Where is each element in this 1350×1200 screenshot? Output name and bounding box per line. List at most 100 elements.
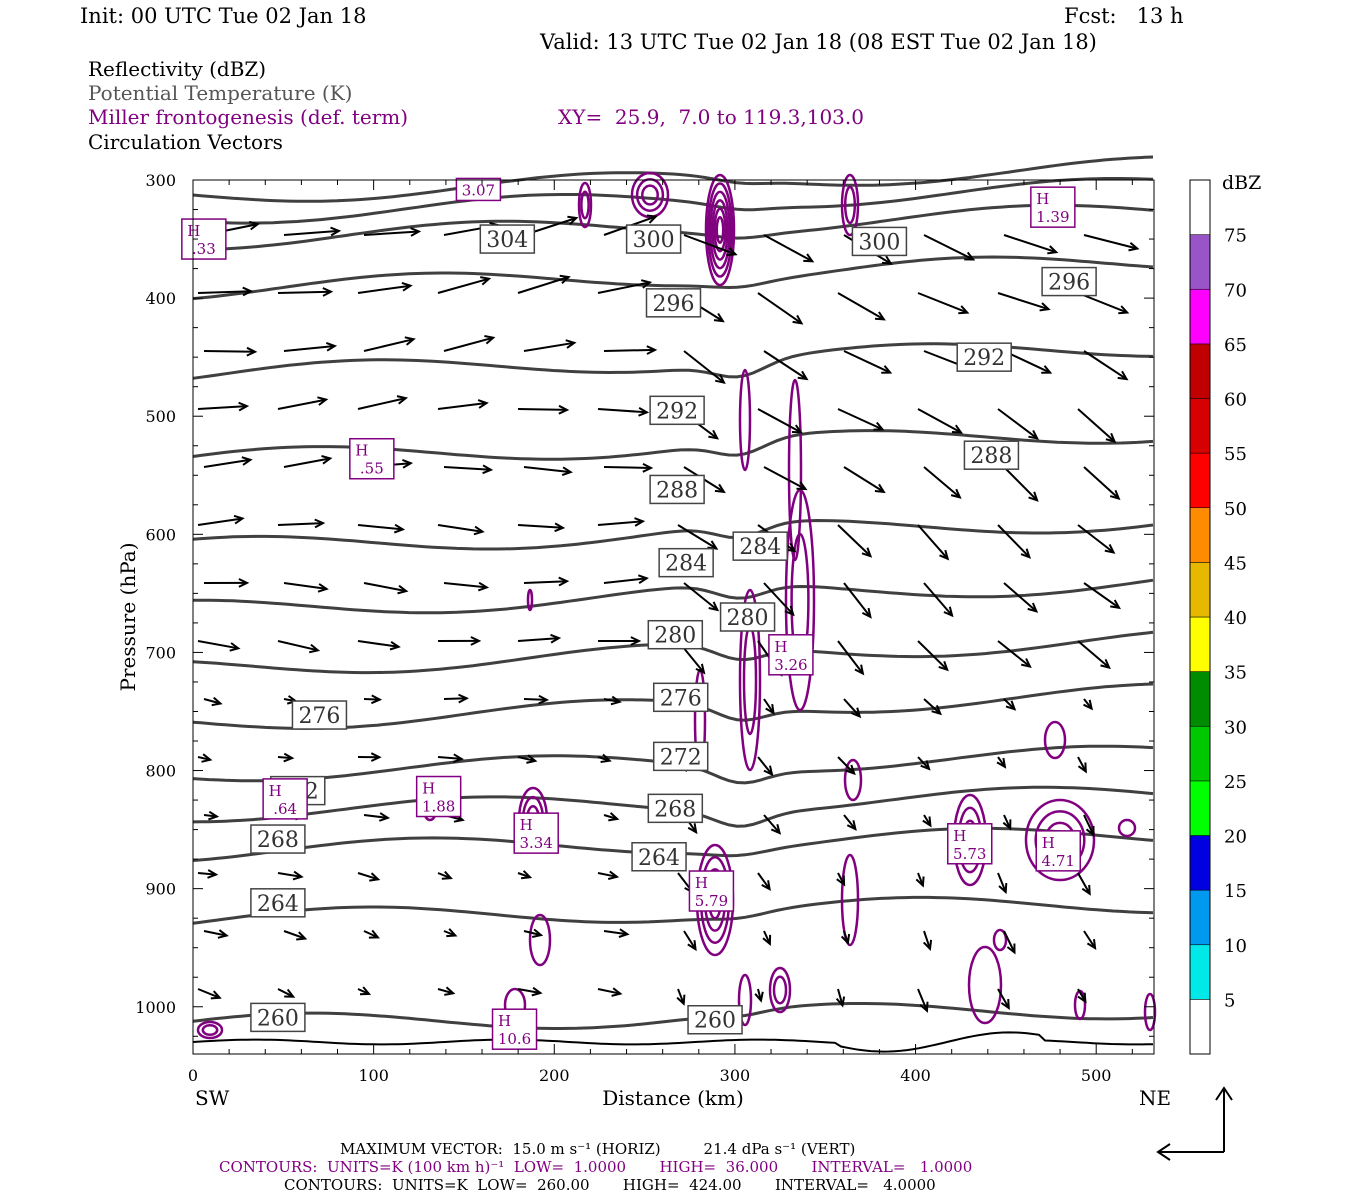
circulation-vector — [437, 753, 464, 764]
circulation-vector — [996, 756, 1007, 769]
circulation-vector — [203, 696, 223, 707]
theta-label-text: 264 — [638, 846, 680, 871]
theta-label: 284 — [658, 547, 714, 578]
x-tick-label: 300 — [720, 1066, 751, 1085]
circulation-vector — [1083, 814, 1095, 837]
circulation-vector — [683, 234, 738, 257]
circulation-vector — [363, 694, 383, 705]
frontogenesis-max-value: 3.26 — [774, 656, 807, 674]
frontogenesis-contour — [772, 975, 788, 1005]
frontogenesis-max-label: H4.71 — [1035, 830, 1082, 872]
circulation-vector — [757, 408, 804, 434]
circulation-vector — [523, 339, 577, 352]
circulation-vector — [603, 345, 658, 355]
theta-labels: 304 300 300 296 296 292 292 288 288 284 284 280 280 2… — [250, 224, 1097, 1035]
circulation-vector — [357, 986, 372, 996]
circulation-vector — [197, 640, 241, 652]
circulation-vector — [203, 929, 229, 939]
circulation-vector — [363, 812, 391, 822]
colorbar-level-label: 50 — [1224, 499, 1247, 520]
theta-label-text: 296 — [1048, 271, 1090, 296]
frontogenesis-contour — [196, 1020, 224, 1040]
colorbar-level-label: 45 — [1224, 553, 1247, 574]
circulation-vector — [843, 466, 886, 494]
circulation-vector — [997, 988, 1010, 1010]
colorbar-level-label: 35 — [1224, 663, 1247, 684]
xy-range: XY= 25.9, 7.0 to 119.3,103.0 — [558, 105, 864, 129]
colorbar-level-label: 15 — [1224, 881, 1247, 902]
frontogenesis-max-value: 10.6 — [498, 1030, 531, 1048]
colorbar-swatch — [1189, 452, 1211, 508]
frontogenesis-contour — [738, 368, 752, 472]
theta-label-text: 300 — [633, 228, 675, 253]
frontogenesis-contour — [528, 913, 552, 967]
theta-label-text: 280 — [654, 624, 696, 649]
frontogenesis-contour — [843, 758, 863, 802]
frontogenesis-max-label: H.33 — [181, 218, 227, 260]
sw-label: SW — [195, 1086, 230, 1110]
colorbar-swatch — [1189, 671, 1211, 727]
circulation-vector — [203, 578, 250, 588]
frontogenesis-max-label: H5.79 — [688, 870, 735, 912]
circulation-vector — [517, 404, 570, 415]
circulation-vector — [917, 408, 964, 434]
theta-contour-line — [192, 155, 1154, 203]
frontogenesis-contour — [768, 966, 792, 1014]
circulation-vector — [603, 812, 620, 822]
theta-label: 280 — [647, 619, 704, 650]
frontogenesis-contour — [784, 488, 816, 712]
colorbar-swatch — [1189, 289, 1211, 345]
x-tick-label: 100 — [358, 1066, 389, 1085]
circulation-vector — [437, 986, 456, 996]
colorbar-level-label: 25 — [1224, 772, 1247, 793]
theta-label: 264 — [631, 842, 687, 872]
circulation-vector — [357, 640, 401, 651]
theta-label: 284 — [732, 531, 788, 561]
circulation-vector — [917, 640, 949, 672]
circulation-vector — [1077, 524, 1116, 554]
circulation-vector — [603, 928, 630, 938]
circulation-vector — [517, 870, 533, 880]
frontogenesis-max-letter: H — [355, 442, 368, 460]
circulation-vector — [763, 698, 775, 715]
colorbar-swatch — [1189, 179, 1211, 235]
frontogenesis-max-label: H3.34 — [513, 812, 559, 854]
frontogenesis-max-letter: H — [269, 782, 282, 800]
circulation-vector — [763, 466, 808, 491]
colorbar: 5 10 15 20 25 30 35 40 45 50 55 60 65 70 75 dBZ — [1189, 172, 1261, 1055]
colorbar-level-label: 10 — [1224, 936, 1247, 957]
frontogenesis-contour — [840, 173, 860, 237]
circulation-vector — [277, 988, 296, 998]
circulation-vector — [763, 582, 795, 617]
colorbar-swatch — [1189, 889, 1211, 945]
frontogenesis-contour — [992, 928, 1008, 952]
circulation-vector — [762, 930, 772, 946]
circulation-vector — [835, 988, 846, 1008]
circulation-vector — [437, 399, 489, 410]
frontogenesis-max-label: H5.73 — [946, 823, 993, 865]
x-axis-label: Distance (km) — [602, 1086, 744, 1110]
frontogenesis-contour — [580, 190, 590, 220]
frontogenesis-max-label: 3.07 — [455, 177, 502, 202]
plot-frame — [192, 179, 1155, 1055]
circulation-vector — [277, 396, 329, 410]
theta-label: 276 — [652, 682, 709, 713]
theta-contour-line — [193, 578, 1154, 615]
theta-label-text: 284 — [739, 535, 781, 560]
circulation-vector — [843, 582, 872, 619]
frontogenesis-contour — [787, 378, 803, 562]
frontogenesis-contour — [709, 190, 731, 270]
y-tick-label: 500 — [145, 407, 176, 426]
circulation-vector — [603, 574, 649, 584]
frontogenesis-contour — [1043, 720, 1067, 760]
circulation-vector — [683, 930, 697, 952]
y-tick-label: 400 — [145, 289, 176, 308]
frontogenesis-contour — [713, 207, 727, 253]
circulation-vector — [1003, 466, 1039, 502]
y-axis-label: Pressure (hPa) — [116, 543, 140, 692]
circulation-vector — [283, 455, 333, 468]
colorbar-swatch — [1189, 507, 1211, 563]
circulation-vector — [517, 754, 538, 764]
circulation-vector — [757, 292, 804, 325]
